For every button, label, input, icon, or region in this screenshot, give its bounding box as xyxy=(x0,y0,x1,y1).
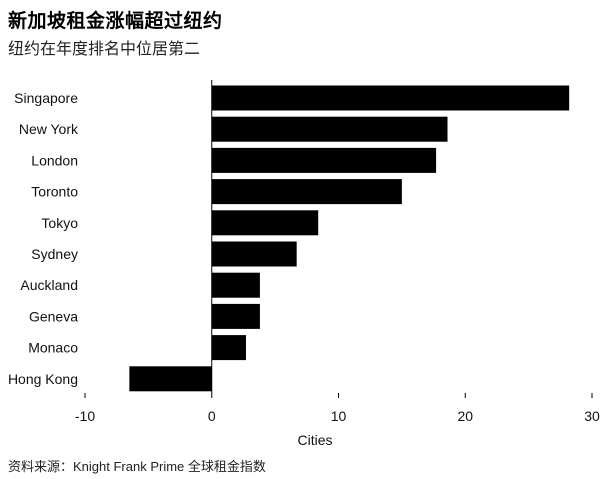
category-label: Singapore xyxy=(14,90,78,106)
source-note: 资料来源：Knight Frank Prime 全球租金指数 xyxy=(8,459,266,474)
x-tick-label: 0 xyxy=(208,408,216,424)
x-tick-label: 10 xyxy=(331,408,347,424)
category-label: New York xyxy=(19,121,79,137)
category-label: Sydney xyxy=(31,246,78,262)
category-label: Hong Kong xyxy=(8,371,78,387)
x-tick-label: 20 xyxy=(457,408,473,424)
bar-toronto xyxy=(211,179,402,205)
category-label: Monaco xyxy=(28,340,78,356)
x-tick-label: -10 xyxy=(75,408,95,424)
bar-hong-kong xyxy=(129,366,212,392)
bar-geneva xyxy=(211,303,260,329)
bar-sydney xyxy=(211,241,297,267)
bar-singapore xyxy=(211,85,570,111)
bar-london xyxy=(211,147,437,173)
chart-subtitle: 纽约在年度排名中位居第二 xyxy=(8,41,201,58)
category-label: Tokyo xyxy=(41,215,78,231)
bar-monaco xyxy=(211,335,246,361)
x-tick-label: 30 xyxy=(584,408,600,424)
category-label: London xyxy=(31,152,78,168)
category-label: Geneva xyxy=(29,308,78,324)
bar-new-york xyxy=(211,116,448,142)
bar-auckland xyxy=(211,272,260,298)
category-label: Auckland xyxy=(20,277,78,293)
category-label: Toronto xyxy=(31,184,78,200)
chart-title: 新加坡租金涨幅超过纽约 xyxy=(8,11,223,32)
bar-tokyo xyxy=(211,210,319,236)
x-axis-title: Cities xyxy=(297,432,332,448)
